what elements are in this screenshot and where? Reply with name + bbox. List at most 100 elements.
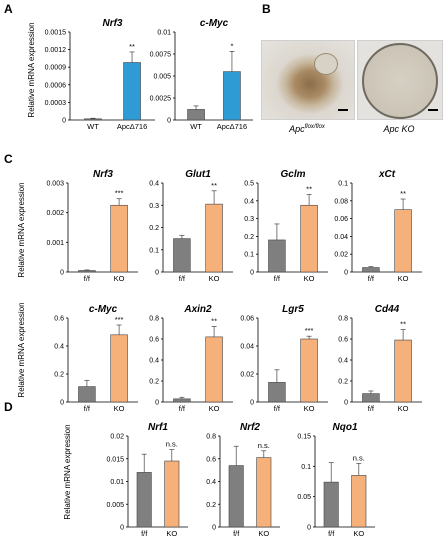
chart-1-significance: * <box>230 41 233 50</box>
chart-1-tick-label: 0.01 <box>157 30 171 37</box>
chart-12-tick-label: 0 <box>307 525 311 532</box>
chart-7-x-label: f/f <box>179 404 186 413</box>
chart-8-title: Lgr5 <box>282 304 304 315</box>
chart-4-bar <box>268 239 286 273</box>
chart-8-tick-label: 0.06 <box>240 316 254 323</box>
chart-5-tick-label: 0.02 <box>334 252 348 259</box>
chart-3-bar <box>173 238 191 273</box>
chart-4-title: Gclm <box>280 169 305 180</box>
chart-3-tick-label: 0.4 <box>149 181 159 188</box>
chart-9-significance: ** <box>400 320 406 329</box>
chart-5-x-label: KO <box>398 274 409 283</box>
panel-letter-a: A <box>4 2 13 16</box>
chart-5-bar <box>394 209 412 273</box>
chart-11-tick-label: 0.2 <box>206 502 216 509</box>
chart-11-bar <box>228 465 244 528</box>
chart-9-bar <box>394 339 412 403</box>
chart-8-x-label: f/f <box>274 404 281 413</box>
chart-5-tick-label: 0.04 <box>334 234 348 241</box>
chart-0-tick-label: 0.0006 <box>45 82 67 89</box>
chart-7-x-label: KO <box>209 404 220 413</box>
chart-9-tick-label: 0.2 <box>338 379 348 386</box>
chart-7-tick-label: 0.8 <box>149 316 159 323</box>
chart-2-title: Nrf3 <box>93 169 113 180</box>
ylabel-c-bottom: Relative mRNA expression <box>17 302 26 397</box>
chart-10-title: Nrf1 <box>148 422 168 433</box>
chart-9-tick-label: 0.8 <box>338 316 348 323</box>
chart-10-tick-label: 0 <box>120 525 124 532</box>
chart-7-tick-label: 0.6 <box>149 337 159 344</box>
chart-10-tick-label: 0.02 <box>110 434 124 441</box>
chart-10-significance: n.s. <box>166 440 178 449</box>
chart-3-tick-label: 0.2 <box>149 225 159 232</box>
chart-1-x-label: ApcΔ716 <box>217 122 247 131</box>
scale-bar <box>428 109 438 111</box>
chart-1-title: c-Myc <box>200 18 229 29</box>
chart-10-x-label: f/f <box>141 529 148 538</box>
chart-8-tick-label: 0 <box>250 400 254 407</box>
chart-9-tick-label: 0.4 <box>338 358 348 365</box>
chart-0-tick-label: 0.0015 <box>45 30 67 37</box>
chart-9-tick-label: 0 <box>344 400 348 407</box>
chart-3-title: Glut1 <box>185 169 211 180</box>
chart-7-significance: ** <box>211 316 217 325</box>
chart-2-tick-label: 0.002 <box>46 210 64 217</box>
chart-4-tick-label: 0.1 <box>244 252 254 259</box>
chart-7-title: Axin2 <box>183 304 212 315</box>
chart-3-x-label: f/f <box>179 274 186 283</box>
chart-3-x-label: KO <box>209 274 220 283</box>
chart-6-title: c-Myc <box>89 304 118 315</box>
chart-2-tick-label: 0.003 <box>46 181 64 188</box>
chart-11-x-label: KO <box>258 529 269 538</box>
chart-3-tick-label: 0 <box>155 270 159 277</box>
chart-4-bar <box>300 204 318 273</box>
organoid-photo-floxflox <box>261 40 355 120</box>
chart-1-bar <box>187 109 205 121</box>
chart-5-tick-label: 0.08 <box>334 198 348 205</box>
chart-4-tick-label: 0.4 <box>244 198 254 205</box>
ylabel-a: Relative mRNA expression <box>27 22 36 117</box>
chart-12-x-label: f/f <box>328 529 335 538</box>
chart-10-tick-label: 0.01 <box>110 479 124 486</box>
chart-1-tick-label: 0 <box>167 118 171 125</box>
chart-5-tick-label: 0.06 <box>334 216 348 223</box>
chart-6-bar <box>78 386 96 403</box>
chart-0-x-label: WT <box>87 122 99 131</box>
chart-6-tick-label: 0.4 <box>54 344 64 351</box>
chart-8-tick-label: 0.02 <box>240 372 254 379</box>
chart-11-tick-label: 0.8 <box>206 434 216 441</box>
chart-6-x-label: f/f <box>84 404 91 413</box>
chart-9-title: Cd44 <box>375 304 400 315</box>
chart-11-tick-label: 0.4 <box>206 479 216 486</box>
chart-9-x-label: KO <box>398 404 409 413</box>
panel-letter-c: C <box>4 152 13 166</box>
chart-0-tick-label: 0.0009 <box>45 65 67 72</box>
chart-2-bar <box>110 204 128 273</box>
bar-charts: Nrf300.00030.00060.00090.00120.0015WT**A… <box>45 18 422 538</box>
chart-0-tick-label: 0.0012 <box>45 47 67 54</box>
chart-3-bar <box>205 203 223 273</box>
chart-8-bar <box>300 338 318 403</box>
organoid-photo-ko <box>357 40 443 120</box>
chart-0-x-label: ApcΔ716 <box>117 122 147 131</box>
chart-6-tick-label: 0.6 <box>54 316 64 323</box>
ylabel-c-top: Relative mRNA expression <box>17 182 26 277</box>
chart-12-tick-label: 0.1 <box>301 464 311 471</box>
chart-1-tick-label: 0.0025 <box>150 96 172 103</box>
chart-7-bar <box>205 336 223 403</box>
chart-10-bar <box>136 472 152 528</box>
chart-9-tick-label: 0.6 <box>338 337 348 344</box>
cyst-organoid <box>362 43 438 119</box>
chart-12-tick-label: 0.05 <box>297 494 311 501</box>
chart-8-tick-label: 0.04 <box>240 344 254 351</box>
chart-11-significance: n.s. <box>258 441 270 450</box>
chart-10-tick-label: 0.015 <box>106 456 124 463</box>
chart-12-bar <box>323 481 339 528</box>
chart-4-tick-label: 0.3 <box>244 216 254 223</box>
chart-4-tick-label: 0.5 <box>244 181 254 188</box>
chart-0-tick-label: 0.0003 <box>45 100 67 107</box>
chart-12-bar <box>351 475 367 528</box>
chart-1-x-label: WT <box>190 122 202 131</box>
chart-5-x-label: f/f <box>368 274 375 283</box>
